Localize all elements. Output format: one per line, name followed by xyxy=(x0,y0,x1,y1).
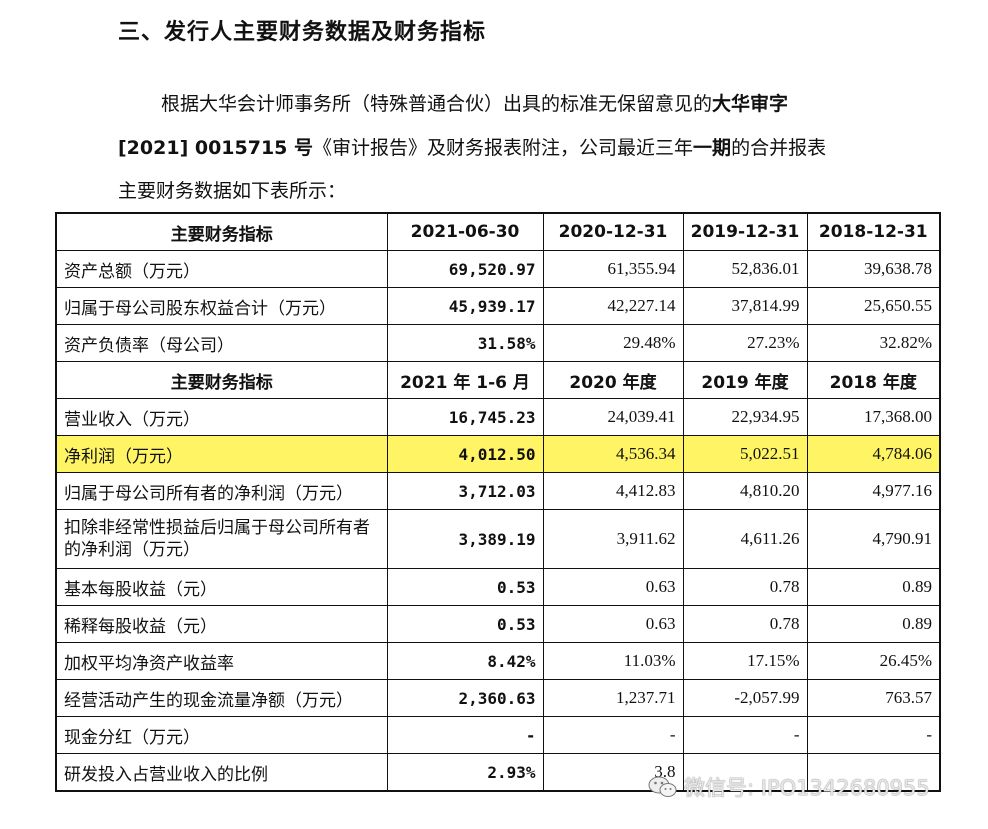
value-cell: 0.53 xyxy=(386,568,544,606)
value-cell: 17.15% xyxy=(682,642,808,680)
row-label: 资产总额（万元） xyxy=(55,250,388,288)
value-cell: 4,784.06 xyxy=(806,435,941,473)
wechat-icon xyxy=(648,776,677,797)
table-row: 基本每股收益（元） 0.53 0.63 0.78 0.89 xyxy=(55,568,941,606)
value-cell: 3,911.62 xyxy=(542,509,684,569)
value-cell: - xyxy=(386,716,544,754)
table-header-row: 主要财务指标 2021-06-30 2020-12-31 2019-12-31 … xyxy=(55,212,941,251)
value-cell: 69,520.97 xyxy=(386,250,544,288)
row-label: 扣除非经常性损益后归属于母公司所有者的净利润（万元） xyxy=(55,509,388,569)
value-cell: 0.89 xyxy=(806,568,941,606)
watermark-text: 微信号: IPO1342680955 xyxy=(684,776,930,800)
value-cell: 31.58% xyxy=(386,324,544,362)
row-label: 基本每股收益（元） xyxy=(55,568,388,606)
value-cell: 3,389.19 xyxy=(386,509,544,569)
value-cell: 32.82% xyxy=(806,324,941,362)
table-row: 扣除非经常性损益后归属于母公司所有者的净利润（万元） 3,389.19 3,91… xyxy=(55,509,941,569)
financial-table: 主要财务指标 2021-06-30 2020-12-31 2019-12-31 … xyxy=(55,212,941,792)
table-row: 资产负债率（母公司） 31.58% 29.48% 27.23% 32.82% xyxy=(55,324,941,362)
value-cell: 8.42% xyxy=(386,642,544,680)
value-cell: 4,810.20 xyxy=(682,472,808,510)
header-cell: 2018-12-31 xyxy=(806,212,941,251)
value-cell: 1,237.71 xyxy=(542,679,684,717)
table-row: 经营活动产生的现金流量净额（万元） 2,360.63 1,237.71 -2,0… xyxy=(55,679,941,717)
value-cell: 0.78 xyxy=(682,605,808,643)
value-cell: 29.48% xyxy=(542,324,684,362)
table-row: 稀释每股收益（元） 0.53 0.63 0.78 0.89 xyxy=(55,605,941,643)
header-cell: 2020 年度 xyxy=(542,361,684,399)
value-cell: 25,650.55 xyxy=(806,287,941,325)
row-label: 归属于母公司股东权益合计（万元） xyxy=(55,287,388,325)
value-cell: 0.78 xyxy=(682,568,808,606)
table-row: 资产总额（万元） 69,520.97 61,355.94 52,836.01 3… xyxy=(55,250,941,288)
value-cell: 52,836.01 xyxy=(682,250,808,288)
value-cell: 4,790.91 xyxy=(806,509,941,569)
value-cell: 61,355.94 xyxy=(542,250,684,288)
row-label: 稀释每股收益（元） xyxy=(55,605,388,643)
value-cell: 4,611.26 xyxy=(682,509,808,569)
table-header-row: 主要财务指标 2021 年 1-6 月 2020 年度 2019 年度 2018… xyxy=(55,361,941,399)
value-cell: - xyxy=(682,716,808,754)
value-cell: 763.57 xyxy=(806,679,941,717)
value-cell: - xyxy=(806,716,941,754)
value-cell: 4,412.83 xyxy=(542,472,684,510)
value-cell: 5,022.51 xyxy=(682,435,808,473)
row-label: 加权平均净资产收益率 xyxy=(55,642,388,680)
value-cell: 26.45% xyxy=(806,642,941,680)
table-row: 归属于母公司所有者的净利润（万元） 3,712.03 4,412.83 4,81… xyxy=(55,472,941,510)
value-cell: 0.63 xyxy=(542,568,684,606)
table-row: 现金分红（万元） - - - - xyxy=(55,716,941,754)
intro-line-1: 根据大华会计师事务所（特殊普通合伙）出具的标准无保留意见的大华审字 xyxy=(161,93,789,115)
value-cell: 0.89 xyxy=(806,605,941,643)
header-cell: 主要财务指标 xyxy=(55,361,388,399)
value-cell: 37,814.99 xyxy=(682,287,808,325)
value-cell: 2.93% xyxy=(386,753,544,792)
value-cell: -2,057.99 xyxy=(682,679,808,717)
section-heading: 三、发行人主要财务数据及财务指标 xyxy=(118,20,487,45)
value-cell: 17,368.00 xyxy=(806,398,941,436)
value-cell: 3,712.03 xyxy=(386,472,544,510)
header-cell: 2019 年度 xyxy=(682,361,808,399)
table-row: 营业收入（万元） 16,745.23 24,039.41 22,934.95 1… xyxy=(55,398,941,436)
value-cell: 24,039.41 xyxy=(542,398,684,436)
intro-line-2: [2021] 0015715 号《审计报告》及财务报表附注，公司最近三年一期的合… xyxy=(118,137,827,159)
value-cell: 4,536.34 xyxy=(542,435,684,473)
value-cell: 4,977.16 xyxy=(806,472,941,510)
row-label: 营业收入（万元） xyxy=(55,398,388,436)
value-cell: 11.03% xyxy=(542,642,684,680)
table-row: 归属于母公司股东权益合计（万元） 45,939.17 42,227.14 37,… xyxy=(55,287,941,325)
row-label: 资产负债率（母公司） xyxy=(55,324,388,362)
header-cell: 2021 年 1-6 月 xyxy=(386,361,544,399)
value-cell: 22,934.95 xyxy=(682,398,808,436)
table-row-highlighted: 净利润（万元） 4,012.50 4,536.34 5,022.51 4,784… xyxy=(55,435,941,473)
value-cell: 39,638.78 xyxy=(806,250,941,288)
row-label: 研发投入占营业收入的比例 xyxy=(55,753,388,792)
value-cell: 45,939.17 xyxy=(386,287,544,325)
value-cell: 4,012.50 xyxy=(386,435,544,473)
table-row: 研发投入占营业收入的比例 2.93% 3.8 xyxy=(55,753,941,792)
row-label: 净利润（万元） xyxy=(55,435,388,473)
watermark: 微信号: IPO1342680955 xyxy=(648,772,930,802)
header-cell: 2019-12-31 xyxy=(682,212,808,251)
value-cell xyxy=(806,753,941,792)
table-row: 加权平均净资产收益率 8.42% 11.03% 17.15% 26.45% xyxy=(55,642,941,680)
header-cell: 2020-12-31 xyxy=(542,212,684,251)
value-cell: 42,227.14 xyxy=(542,287,684,325)
row-label: 现金分红（万元） xyxy=(55,716,388,754)
header-cell: 2018 年度 xyxy=(806,361,941,399)
value-cell: 2,360.63 xyxy=(386,679,544,717)
intro-line-3: 主要财务数据如下表所示： xyxy=(118,180,347,202)
value-cell: 27.23% xyxy=(682,324,808,362)
value-cell: 0.53 xyxy=(386,605,544,643)
header-cell: 主要财务指标 xyxy=(55,212,388,251)
header-cell: 2021-06-30 xyxy=(386,212,544,251)
row-label: 归属于母公司所有者的净利润（万元） xyxy=(55,472,388,510)
value-cell xyxy=(682,753,808,792)
value-cell: - xyxy=(542,716,684,754)
row-label: 经营活动产生的现金流量净额（万元） xyxy=(55,679,388,717)
value-cell: 16,745.23 xyxy=(386,398,544,436)
value-cell: 0.63 xyxy=(542,605,684,643)
